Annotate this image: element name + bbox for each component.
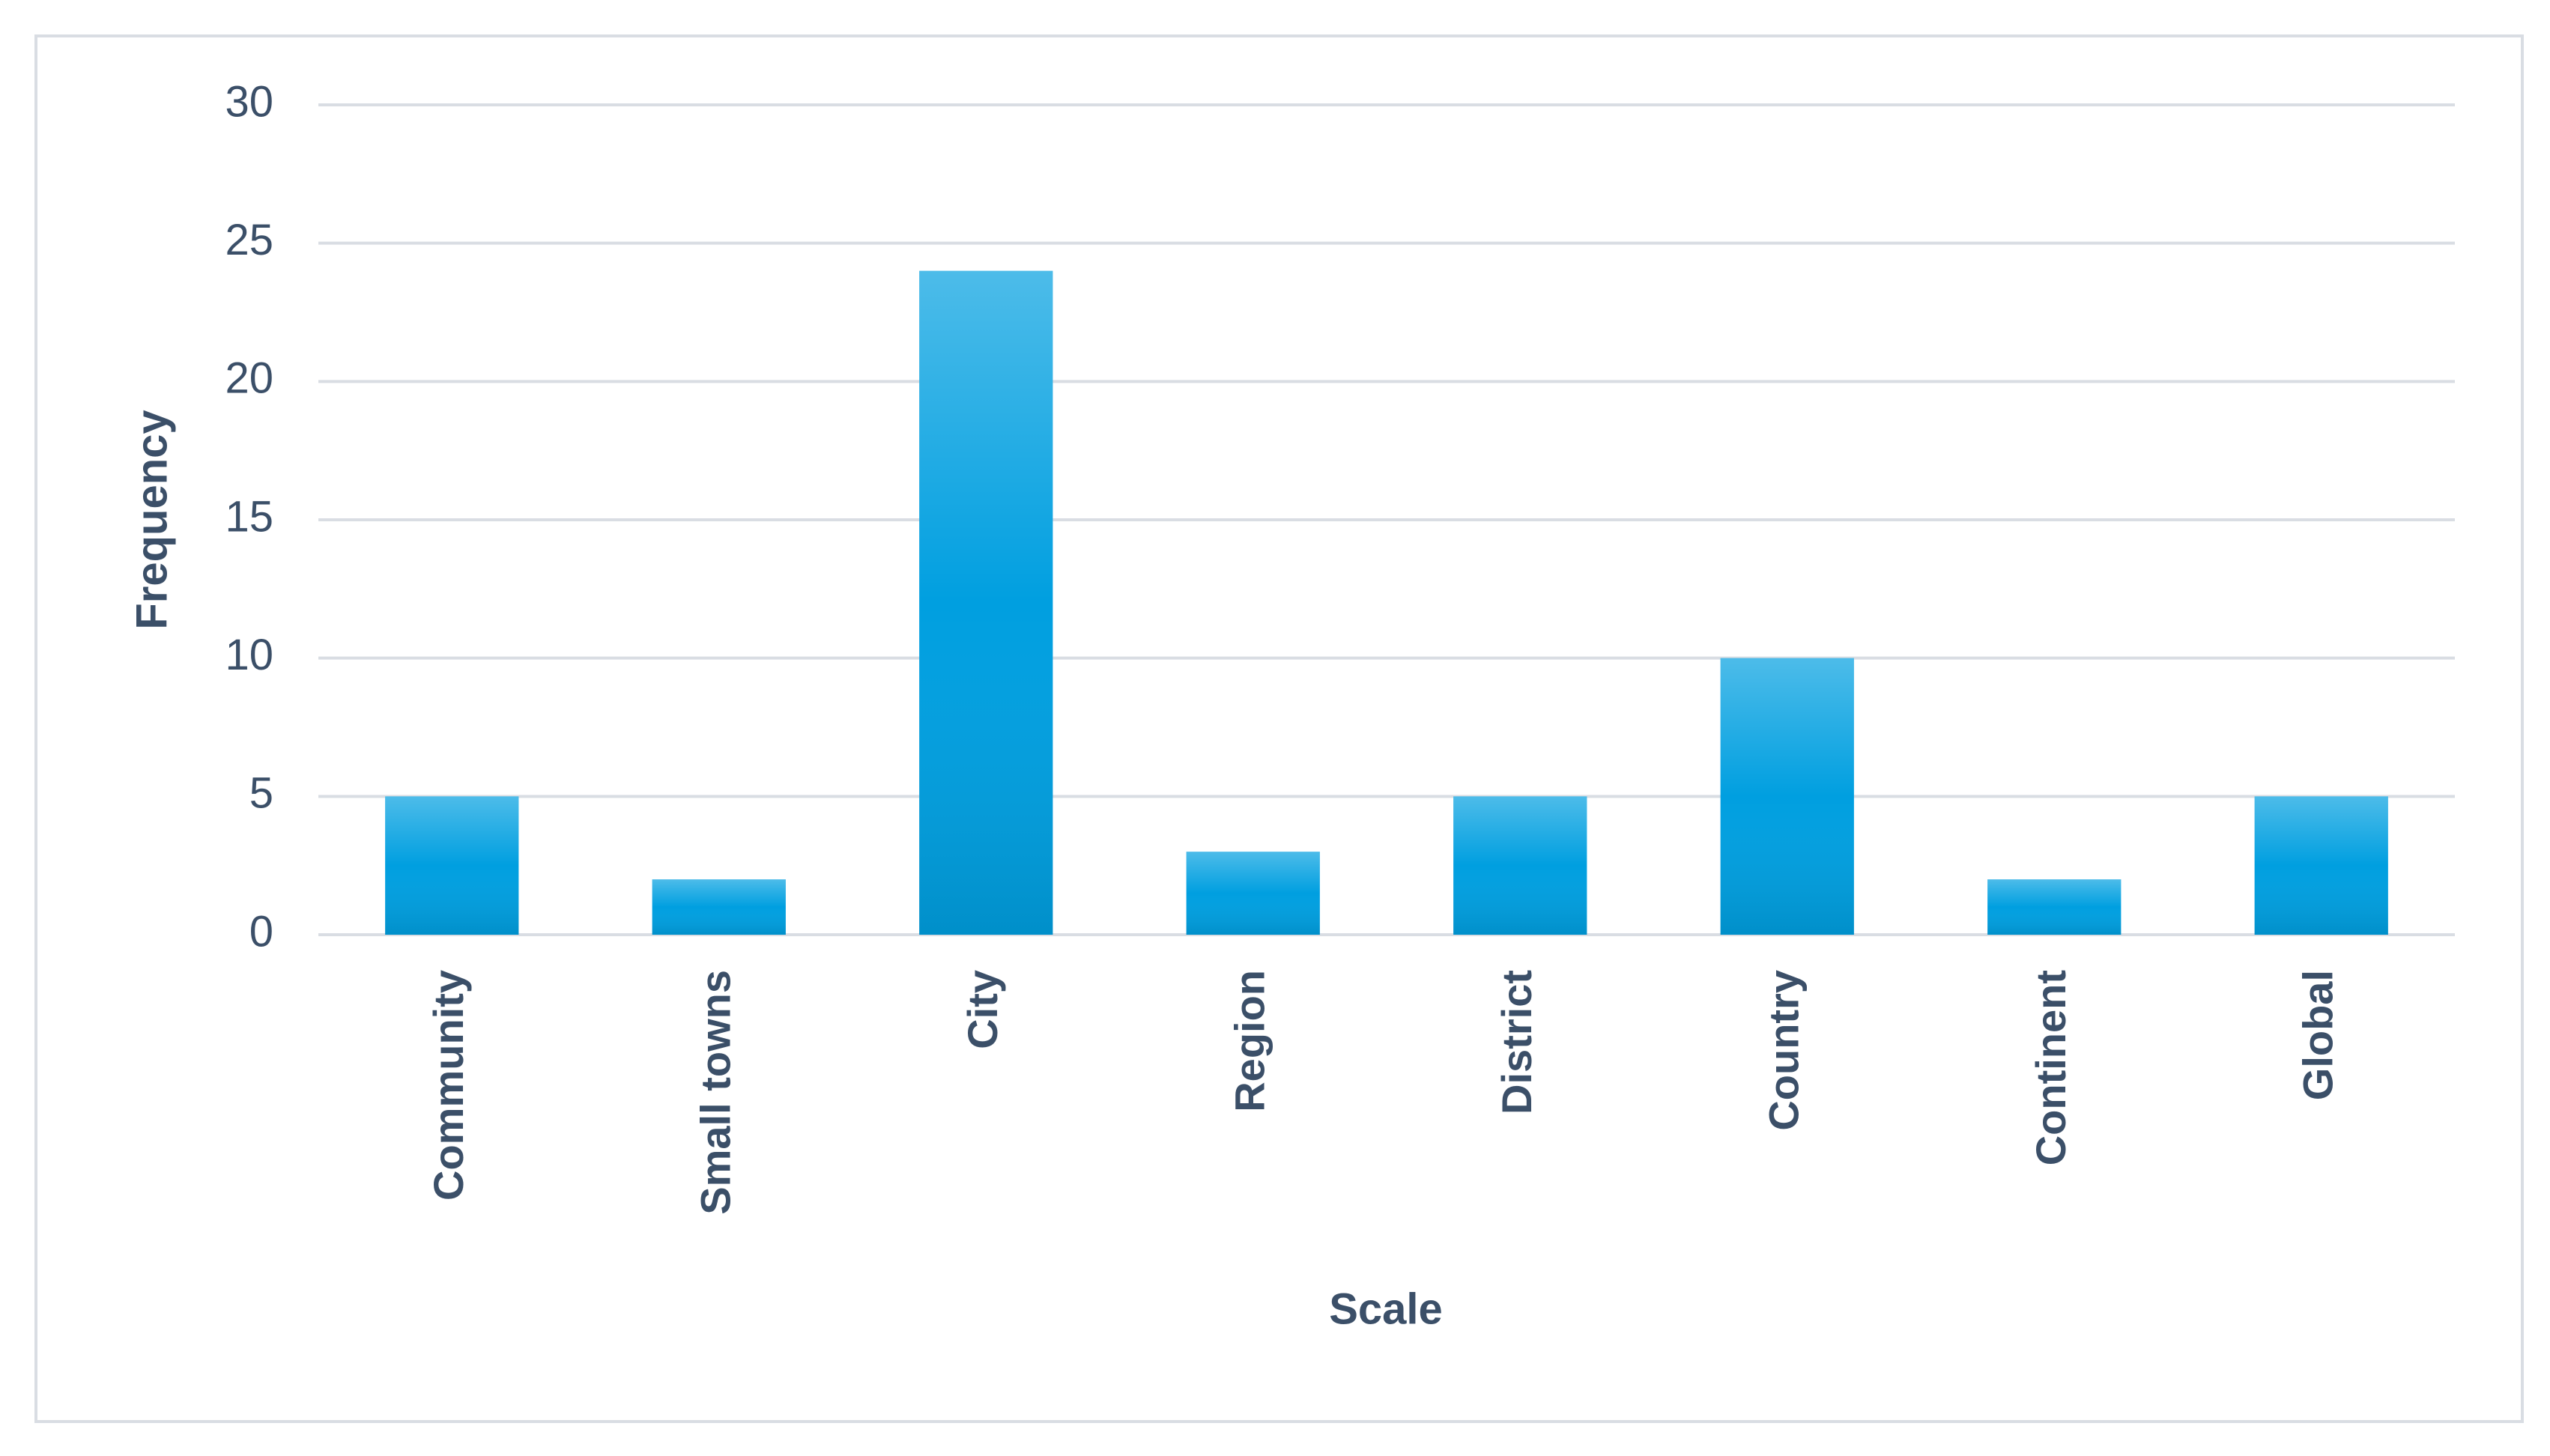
- x-tick-label: Global: [2295, 970, 2342, 1100]
- bar-shade: [652, 879, 786, 935]
- x-tick-label: Community: [425, 970, 472, 1201]
- bar-shade: [919, 270, 1053, 935]
- y-tick-label: 30: [225, 77, 273, 126]
- x-tick-label: Continent: [2027, 970, 2074, 1165]
- x-tick-label: Region: [1226, 970, 1274, 1112]
- bar-shade: [1720, 658, 1854, 935]
- x-axis-title: Scale: [1329, 1284, 1443, 1333]
- bar-shade: [2254, 796, 2388, 935]
- y-tick-label: 15: [225, 492, 273, 541]
- bar-shade: [1186, 852, 1320, 935]
- x-tick-label: District: [1493, 970, 1540, 1114]
- bar-shade: [385, 796, 519, 935]
- x-tick-label: City: [959, 970, 1006, 1049]
- y-tick-label: 20: [225, 354, 273, 403]
- y-tick-label: 5: [249, 769, 273, 818]
- x-tick-label: Small towns: [692, 970, 739, 1215]
- y-tick-label: 25: [225, 216, 273, 264]
- y-tick-label: 0: [249, 907, 273, 956]
- chart-border: [34, 34, 2524, 1423]
- bar-shade: [1453, 796, 1587, 935]
- bar-shade: [1987, 879, 2122, 935]
- y-axis-title: Frequency: [127, 410, 176, 629]
- y-tick-label: 10: [225, 631, 273, 679]
- x-tick-label: Country: [1760, 970, 1808, 1131]
